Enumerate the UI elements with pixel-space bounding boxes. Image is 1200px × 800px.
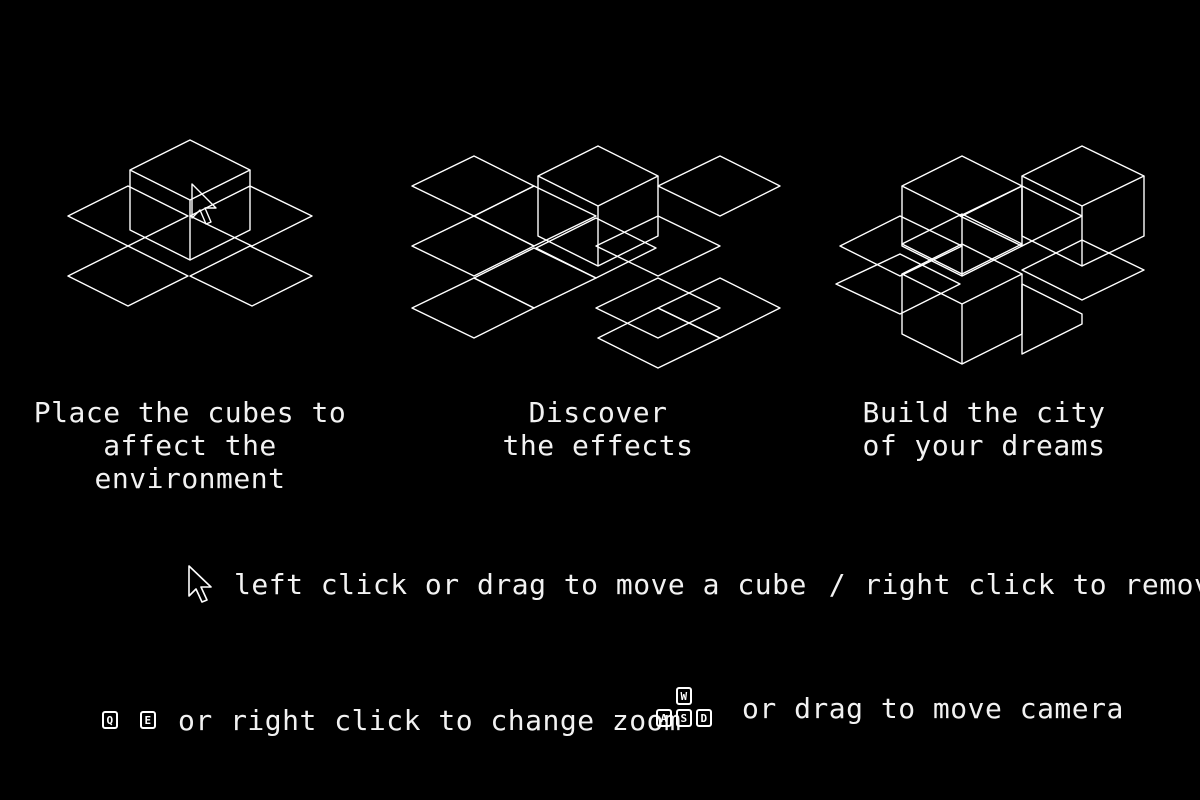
step-caption-place: Place the cubes to affect the environmen… (0, 396, 380, 495)
e-key-icon: E (140, 711, 156, 729)
step-caption-line: Place the cubes to (33, 396, 347, 429)
step-caption-line: of your dreams (862, 429, 1106, 462)
right-click-hint-text: right click to remove it (864, 567, 1200, 601)
discover-effects-illustration (408, 120, 788, 380)
a-key-icon: A (656, 709, 672, 727)
camera-controls-hint: W A S D or drag to move camera (656, 684, 1124, 732)
place-cubes-illustration (0, 120, 380, 380)
build-city-illustration (800, 120, 1180, 380)
step-caption-discover: Discover the effects (408, 396, 788, 462)
s-key-icon: S (676, 709, 692, 727)
step-caption-line: the effects (502, 429, 694, 462)
w-key-icon: W (676, 687, 692, 705)
mouse-controls-hint: left click or drag to move a cube / righ… (186, 562, 1200, 606)
camera-hint-text: or drag to move camera (742, 691, 1124, 725)
cursor-icon (191, 183, 217, 225)
step-caption-line: Build the city (862, 396, 1106, 429)
zoom-keys: Q E (102, 711, 156, 729)
wasd-keys: W A S D (656, 687, 714, 729)
step-caption-build: Build the city of your dreams (794, 396, 1174, 462)
step-caption-line: Discover (528, 396, 668, 429)
zoom-hint-text: or right click to change zoom (178, 703, 682, 737)
hint-separator: / (828, 567, 847, 601)
left-click-hint-text: left click or drag to move a cube (234, 567, 807, 601)
zoom-controls-hint: Q E or right click to change zoom (102, 700, 681, 740)
mouse-cursor-icon (188, 565, 212, 603)
d-key-icon: D (696, 709, 712, 727)
step-caption-line: affect the environment (94, 429, 286, 495)
q-key-icon: Q (102, 711, 118, 729)
